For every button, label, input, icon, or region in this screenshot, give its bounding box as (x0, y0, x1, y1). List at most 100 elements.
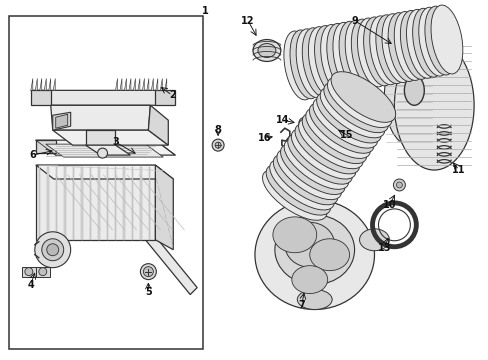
Circle shape (41, 239, 63, 261)
Ellipse shape (387, 13, 419, 81)
Circle shape (298, 117, 310, 129)
Bar (106, 167, 108, 240)
Ellipse shape (330, 72, 395, 122)
Text: 1: 1 (202, 6, 208, 15)
Circle shape (143, 267, 153, 276)
Polygon shape (124, 78, 126, 90)
Text: 7: 7 (298, 300, 305, 310)
Ellipse shape (320, 24, 352, 93)
Text: 15: 15 (339, 130, 353, 140)
Text: 12: 12 (241, 15, 254, 26)
Ellipse shape (269, 159, 334, 210)
Ellipse shape (332, 22, 364, 91)
Polygon shape (46, 144, 163, 157)
Ellipse shape (404, 75, 424, 105)
Ellipse shape (400, 10, 431, 79)
Ellipse shape (252, 40, 280, 62)
Ellipse shape (302, 28, 333, 96)
Polygon shape (31, 78, 33, 90)
Ellipse shape (289, 30, 321, 99)
Text: 10: 10 (382, 200, 395, 210)
Polygon shape (133, 78, 135, 90)
Text: 11: 11 (451, 165, 465, 175)
Polygon shape (155, 90, 175, 105)
Ellipse shape (272, 217, 316, 253)
Polygon shape (164, 78, 166, 90)
Bar (140, 167, 142, 240)
Bar (132, 167, 133, 240)
Polygon shape (145, 233, 197, 294)
Ellipse shape (393, 12, 425, 80)
Ellipse shape (327, 77, 391, 127)
Polygon shape (120, 78, 122, 90)
Circle shape (396, 182, 402, 188)
Ellipse shape (384, 45, 433, 145)
Text: 14: 14 (276, 115, 289, 125)
Circle shape (301, 120, 307, 126)
Polygon shape (31, 90, 51, 105)
Ellipse shape (284, 31, 315, 100)
Bar (115, 167, 116, 240)
Polygon shape (36, 140, 175, 155)
Ellipse shape (274, 215, 354, 285)
Polygon shape (31, 90, 175, 105)
Ellipse shape (412, 8, 444, 77)
Ellipse shape (309, 103, 373, 153)
Ellipse shape (254, 200, 374, 310)
Ellipse shape (326, 23, 358, 92)
Ellipse shape (309, 239, 349, 271)
Ellipse shape (285, 222, 334, 267)
Ellipse shape (314, 26, 346, 94)
Ellipse shape (394, 41, 473, 170)
Polygon shape (85, 145, 130, 155)
Ellipse shape (291, 266, 327, 293)
Bar (56, 167, 57, 240)
Bar (64, 167, 65, 240)
Ellipse shape (418, 7, 449, 76)
Circle shape (324, 122, 330, 128)
Circle shape (25, 268, 33, 276)
Bar (73, 167, 74, 240)
Polygon shape (160, 78, 162, 90)
Polygon shape (44, 78, 46, 90)
Polygon shape (36, 267, 50, 276)
Ellipse shape (297, 289, 331, 310)
Polygon shape (151, 78, 153, 90)
Ellipse shape (430, 5, 462, 74)
Text: 3: 3 (112, 137, 119, 147)
Polygon shape (155, 165, 173, 250)
Ellipse shape (312, 98, 377, 148)
Text: 6: 6 (29, 150, 36, 160)
Circle shape (215, 142, 221, 148)
Polygon shape (146, 78, 148, 90)
Circle shape (35, 232, 71, 268)
Polygon shape (53, 78, 55, 90)
Ellipse shape (316, 92, 381, 143)
Ellipse shape (296, 29, 327, 98)
Ellipse shape (298, 118, 363, 169)
Ellipse shape (345, 20, 376, 89)
Circle shape (47, 244, 59, 256)
Polygon shape (53, 130, 168, 145)
Ellipse shape (323, 82, 387, 133)
Ellipse shape (308, 27, 340, 95)
Polygon shape (85, 130, 115, 145)
Polygon shape (53, 112, 71, 130)
Ellipse shape (359, 229, 388, 251)
Polygon shape (35, 78, 37, 90)
Polygon shape (156, 78, 158, 90)
Circle shape (393, 179, 405, 191)
Ellipse shape (284, 139, 348, 189)
Polygon shape (22, 267, 36, 276)
Bar (89, 167, 91, 240)
Ellipse shape (375, 15, 407, 84)
Ellipse shape (265, 165, 330, 215)
Ellipse shape (294, 123, 359, 174)
Ellipse shape (424, 6, 456, 75)
Polygon shape (148, 105, 168, 145)
Circle shape (322, 120, 332, 130)
Ellipse shape (273, 154, 337, 205)
Polygon shape (142, 78, 144, 90)
Polygon shape (36, 165, 173, 179)
Bar (39, 167, 40, 240)
